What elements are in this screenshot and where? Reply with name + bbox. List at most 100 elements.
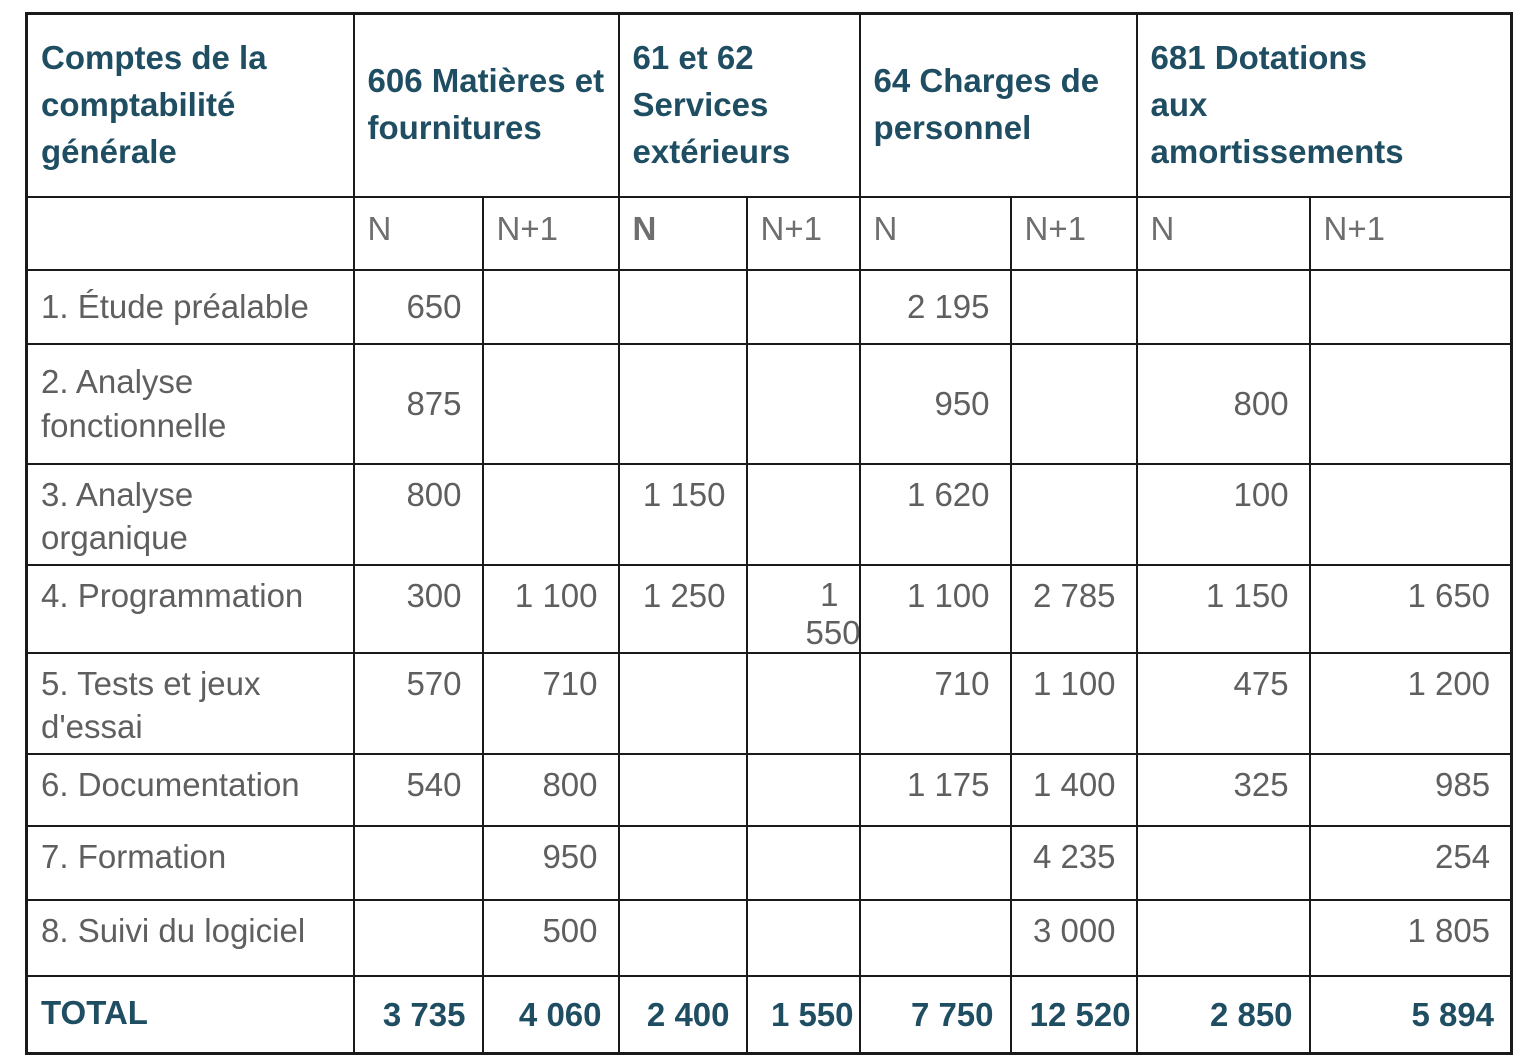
table-row: 2. Analyse fonctionnelle 875 950 800	[25, 342, 1513, 465]
group-header-61-62-label: 61 et 62 Services extérieurs	[632, 38, 791, 170]
value-cell: 1 175	[858, 752, 1012, 827]
value-cell	[1135, 268, 1311, 345]
value-cell: 1 650	[1308, 563, 1513, 654]
total-value-cell: 2 400	[617, 974, 748, 1055]
value-cell: 500	[481, 898, 620, 977]
value-cell: 1 620	[858, 462, 1012, 566]
corner-header-cell: Comptes de la comptabilité générale	[25, 12, 355, 198]
value-cell	[617, 898, 748, 977]
value-cell: 800	[1135, 342, 1311, 465]
value-cell: 950	[481, 824, 620, 901]
value-cell	[858, 898, 1012, 977]
accounting-table: Comptes de la comptabilité générale 606 …	[25, 12, 1514, 1056]
value-cell: 800	[481, 752, 620, 827]
value-cell	[858, 824, 1012, 901]
value-cell: 2 195	[858, 268, 1012, 345]
period-header: N	[1135, 195, 1311, 271]
row-label: 8. Suivi du logiciel	[25, 898, 355, 977]
group-header-64-label: 64 Charges de personnel	[873, 62, 1100, 147]
group-header-606: 606 Matières et fournitures	[352, 12, 620, 198]
value-cell: 985	[1308, 752, 1513, 827]
value-cell: 540	[352, 752, 484, 827]
period-header: N+1	[481, 195, 620, 271]
value-cell: 475	[1135, 651, 1311, 755]
value-cell	[745, 651, 861, 755]
value-cell: 710	[481, 651, 620, 755]
value-cell	[745, 898, 861, 977]
total-label: TOTAL	[25, 974, 355, 1055]
value-cell: 4 235	[1009, 824, 1138, 901]
value-cell: 570	[352, 651, 484, 755]
value-cell	[481, 462, 620, 566]
group-header-681-label: 681 Dotations aux amortissements	[1150, 38, 1404, 170]
value-cell: 1 100	[1009, 651, 1138, 755]
value-cell	[1308, 342, 1513, 465]
total-value-cell: 5 894	[1308, 974, 1513, 1055]
value-cell	[617, 752, 748, 827]
value-cell	[745, 824, 861, 901]
table-row: 4. Programmation 300 1 100 1 250 1 550 1…	[25, 563, 1513, 654]
period-header: N	[617, 195, 748, 271]
value-cell	[1135, 898, 1311, 977]
value-cell	[352, 898, 484, 977]
value-cell: 325	[1135, 752, 1311, 827]
period-header: N+1	[1308, 195, 1513, 271]
value-cell	[617, 342, 748, 465]
period-header: N+1	[745, 195, 861, 271]
value-cell: 710	[858, 651, 1012, 755]
value-cell: 100	[1135, 462, 1311, 566]
row-label: 3. Analyse organique	[25, 462, 355, 566]
value-cell	[352, 824, 484, 901]
value-cell: 1 250	[617, 563, 748, 654]
value-cell	[481, 268, 620, 345]
total-value-cell: 1 550	[745, 974, 861, 1055]
value-cell	[617, 824, 748, 901]
table-row: 7. Formation 950 4 235 254	[25, 824, 1513, 901]
value-cell: 650	[352, 268, 484, 345]
total-value-cell: 7 750	[858, 974, 1012, 1055]
row-label: 7. Formation	[25, 824, 355, 901]
value-cell: 1 200	[1308, 651, 1513, 755]
value-cell	[745, 462, 861, 566]
group-header-606-label: 606 Matières et fournitures	[367, 62, 605, 147]
value-cell: 2 785	[1009, 563, 1138, 654]
value-cell	[1308, 462, 1513, 566]
group-header-61-62: 61 et 62 Services extérieurs	[617, 12, 861, 198]
value-cell: 875	[352, 342, 484, 465]
period-header-row: N N+1 N N+1 N N+1 N N+1	[25, 195, 1513, 271]
value-cell	[617, 651, 748, 755]
value-cell: 1 550	[745, 563, 861, 654]
value-cell: 1 100	[858, 563, 1012, 654]
value-cell: 254	[1308, 824, 1513, 901]
period-header: N	[858, 195, 1012, 271]
value-cell	[1009, 342, 1138, 465]
value-cell: 1 805	[1308, 898, 1513, 977]
row-label: 2. Analyse fonctionnelle	[25, 342, 355, 465]
value-cell	[1009, 462, 1138, 566]
table-row: 5. Tests et jeux d'essai 570 710 710 1 1…	[25, 651, 1513, 755]
value-cell: 3 000	[1009, 898, 1138, 977]
table-row: 6. Documentation 540 800 1 175 1 400 325…	[25, 752, 1513, 827]
value-cell: 300	[352, 563, 484, 654]
value-cell: 950	[858, 342, 1012, 465]
value-cell	[617, 268, 748, 345]
row-label: 4. Programmation	[25, 563, 355, 654]
value-cell	[745, 752, 861, 827]
period-spacer-cell	[25, 195, 355, 271]
row-label: 1. Étude préalable	[25, 268, 355, 345]
table-row: 8. Suivi du logiciel 500 3 000 1 805	[25, 898, 1513, 977]
group-header-681: 681 Dotations aux amortissements	[1135, 12, 1513, 198]
table-row: 3. Analyse organique 800 1 150 1 620 100	[25, 462, 1513, 566]
value-cell	[1135, 824, 1311, 901]
total-value-cell: 4 060	[481, 974, 620, 1055]
value-cell	[745, 268, 861, 345]
value-cell: 1 400	[1009, 752, 1138, 827]
total-row: TOTAL 3 735 4 060 2 400 1 550 7 750 12 5…	[25, 974, 1513, 1055]
value-cell: 1 150	[1135, 563, 1311, 654]
value-cell	[1308, 268, 1513, 345]
row-label: 6. Documentation	[25, 752, 355, 827]
value-cell: 1 100	[481, 563, 620, 654]
value-cell	[745, 342, 861, 465]
row-label: 5. Tests et jeux d'essai	[25, 651, 355, 755]
